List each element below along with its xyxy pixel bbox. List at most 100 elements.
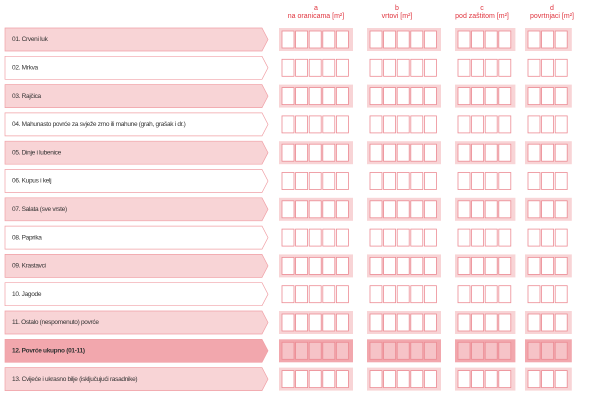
- input-cell[interactable]: [484, 30, 498, 49]
- input-cell[interactable]: [484, 313, 498, 332]
- input-cell[interactable]: [527, 228, 541, 247]
- input-cell[interactable]: [383, 341, 397, 360]
- input-cell[interactable]: [322, 30, 336, 49]
- input-cell[interactable]: [383, 172, 397, 190]
- input-cell[interactable]: [335, 172, 349, 190]
- input-cell[interactable]: [541, 313, 554, 332]
- input-cell[interactable]: [281, 30, 295, 49]
- input-cell[interactable]: [281, 115, 295, 134]
- input-cell[interactable]: [383, 200, 397, 219]
- input-cell[interactable]: [541, 228, 554, 247]
- input-cell[interactable]: [554, 30, 568, 49]
- input-cell[interactable]: [322, 228, 336, 247]
- input-cell[interactable]: [295, 143, 309, 162]
- input-cell[interactable]: [369, 200, 383, 219]
- input-cell[interactable]: [541, 58, 554, 77]
- input-cell[interactable]: [281, 256, 295, 275]
- input-cell[interactable]: [423, 58, 437, 77]
- input-cell[interactable]: [322, 200, 336, 219]
- input-cell[interactable]: [308, 87, 322, 105]
- input-cell[interactable]: [322, 58, 336, 77]
- input-cell[interactable]: [281, 58, 295, 77]
- input-cell[interactable]: [498, 200, 512, 219]
- input-cell[interactable]: [396, 370, 410, 389]
- input-cell[interactable]: [498, 143, 512, 162]
- input-cell[interactable]: [383, 313, 397, 332]
- input-cell[interactable]: [457, 370, 471, 389]
- input-cell[interactable]: [295, 370, 309, 389]
- input-cell[interactable]: [396, 341, 410, 360]
- input-cell[interactable]: [410, 58, 424, 77]
- input-cell[interactable]: [335, 87, 349, 105]
- input-cell[interactable]: [423, 285, 437, 304]
- input-cell[interactable]: [410, 313, 424, 332]
- input-cell[interactable]: [335, 285, 349, 304]
- input-cell[interactable]: [484, 87, 498, 105]
- input-cell[interactable]: [457, 313, 471, 332]
- input-cell[interactable]: [471, 58, 485, 77]
- input-cell[interactable]: [308, 30, 322, 49]
- input-cell[interactable]: [322, 172, 336, 190]
- input-cell[interactable]: [498, 285, 512, 304]
- input-cell[interactable]: [322, 256, 336, 275]
- input-cell[interactable]: [457, 87, 471, 105]
- input-cell[interactable]: [423, 313, 437, 332]
- input-cell[interactable]: [484, 341, 498, 360]
- input-cell[interactable]: [554, 172, 568, 190]
- input-cell[interactable]: [471, 256, 485, 275]
- input-cell[interactable]: [281, 87, 295, 105]
- input-cell[interactable]: [541, 115, 554, 134]
- input-cell[interactable]: [396, 256, 410, 275]
- input-cell[interactable]: [498, 228, 512, 247]
- input-cell[interactable]: [471, 200, 485, 219]
- input-cell[interactable]: [410, 172, 424, 190]
- input-cell[interactable]: [423, 87, 437, 105]
- input-cell[interactable]: [369, 313, 383, 332]
- input-cell[interactable]: [281, 200, 295, 219]
- input-cell[interactable]: [527, 313, 541, 332]
- input-cell[interactable]: [335, 58, 349, 77]
- input-cell[interactable]: [322, 87, 336, 105]
- input-cell[interactable]: [369, 143, 383, 162]
- input-cell[interactable]: [527, 200, 541, 219]
- input-cell[interactable]: [335, 115, 349, 134]
- input-cell[interactable]: [295, 58, 309, 77]
- input-cell[interactable]: [498, 30, 512, 49]
- input-cell[interactable]: [396, 87, 410, 105]
- input-cell[interactable]: [295, 341, 309, 360]
- input-cell[interactable]: [335, 341, 349, 360]
- input-cell[interactable]: [335, 30, 349, 49]
- input-cell[interactable]: [457, 143, 471, 162]
- input-cell[interactable]: [295, 115, 309, 134]
- input-cell[interactable]: [369, 87, 383, 105]
- input-cell[interactable]: [383, 87, 397, 105]
- input-cell[interactable]: [457, 256, 471, 275]
- input-cell[interactable]: [498, 370, 512, 389]
- input-cell[interactable]: [396, 285, 410, 304]
- input-cell[interactable]: [396, 30, 410, 49]
- input-cell[interactable]: [308, 200, 322, 219]
- input-cell[interactable]: [541, 370, 554, 389]
- input-cell[interactable]: [554, 256, 568, 275]
- input-cell[interactable]: [541, 30, 554, 49]
- input-cell[interactable]: [527, 370, 541, 389]
- input-cell[interactable]: [498, 58, 512, 77]
- input-cell[interactable]: [484, 256, 498, 275]
- input-cell[interactable]: [383, 115, 397, 134]
- input-cell[interactable]: [423, 143, 437, 162]
- input-cell[interactable]: [554, 228, 568, 247]
- input-cell[interactable]: [295, 172, 309, 190]
- input-cell[interactable]: [457, 341, 471, 360]
- input-cell[interactable]: [484, 200, 498, 219]
- input-cell[interactable]: [423, 200, 437, 219]
- input-cell[interactable]: [308, 285, 322, 304]
- input-cell[interactable]: [527, 115, 541, 134]
- input-cell[interactable]: [484, 228, 498, 247]
- input-cell[interactable]: [423, 172, 437, 190]
- input-cell[interactable]: [457, 228, 471, 247]
- input-cell[interactable]: [281, 313, 295, 332]
- input-cell[interactable]: [457, 200, 471, 219]
- input-cell[interactable]: [410, 30, 424, 49]
- input-cell[interactable]: [410, 143, 424, 162]
- input-cell[interactable]: [410, 341, 424, 360]
